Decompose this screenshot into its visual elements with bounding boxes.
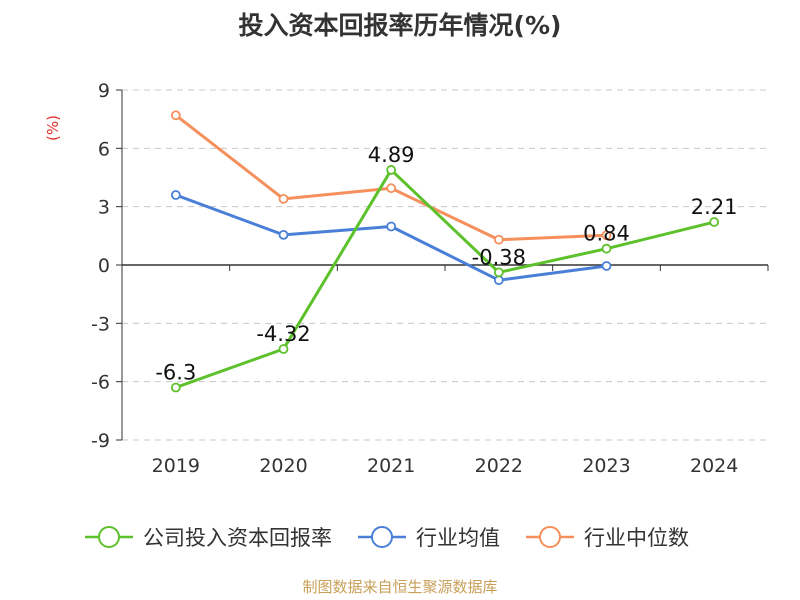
data-point — [278, 344, 289, 354]
x-tick-label: 2021 — [367, 455, 415, 477]
x-tick-label: 2019 — [152, 455, 200, 477]
data-point — [170, 190, 181, 200]
data-labels: -6.3 -4.32 4.89 -0.38 0.84 2.21 — [155, 143, 737, 385]
data-point — [278, 193, 289, 204]
data-label: 4.89 — [368, 143, 415, 167]
data-point — [386, 183, 397, 194]
legend-item[interactable]: 行业均值 — [358, 526, 500, 550]
legend-label: 行业中位数 — [584, 526, 689, 550]
grid-lines — [122, 89, 768, 441]
y-tick-label: 0 — [98, 255, 110, 277]
legend-item[interactable]: 公司投入资本回报率 — [85, 526, 332, 550]
data-point — [386, 165, 397, 175]
x-tick-label: 2023 — [582, 455, 630, 477]
y-tick-label: 3 — [98, 197, 110, 219]
data-point — [709, 217, 720, 227]
data-point — [170, 110, 181, 121]
series-layer — [170, 110, 720, 393]
data-point — [493, 267, 504, 278]
chart-source: 制图数据来自恒生聚源数据库 — [302, 578, 498, 596]
data-label: 0.84 — [583, 222, 630, 246]
legend-item[interactable]: 行业中位数 — [526, 526, 689, 550]
x-tick-label: 2020 — [259, 455, 307, 477]
legend-label: 公司投入资本回报率 — [143, 526, 332, 550]
chart-title: 投入资本回报率历年情况(%) — [238, 11, 562, 40]
data-point — [601, 261, 612, 271]
legend-swatch-marker — [539, 526, 561, 548]
y-tick-label: 6 — [98, 138, 110, 160]
x-tick-label: 2022 — [475, 455, 523, 477]
legend[interactable]: 公司投入资本回报率 行业均值 行业中位数 — [85, 526, 689, 550]
legend-swatch-marker — [98, 526, 120, 548]
series-line — [175, 168, 715, 389]
data-point — [386, 221, 397, 232]
data-point — [601, 243, 612, 254]
axes: 9 6 3 0 -3 -6 -9 2019 2020 2021 2022 2023 2024 (%) — [44, 80, 769, 477]
data-label: 2.21 — [691, 195, 738, 219]
data-label: -6.3 — [155, 361, 196, 385]
data-label: -0.38 — [472, 245, 526, 269]
y-tick-label: 9 — [98, 80, 110, 102]
data-point — [170, 382, 181, 393]
data-label: -4.32 — [256, 322, 310, 346]
data-point — [601, 230, 612, 241]
series-line — [174, 114, 607, 242]
x-tick-label: 2024 — [690, 455, 738, 477]
legend-swatch-marker — [371, 526, 393, 548]
y-tick-label: -9 — [91, 430, 110, 452]
y-axis-label: (%) — [44, 115, 62, 141]
data-point — [278, 229, 289, 240]
data-point — [493, 234, 504, 245]
legend-label: 行业均值 — [416, 526, 500, 550]
y-tick-label: -3 — [91, 313, 110, 335]
data-point — [493, 275, 504, 286]
y-tick-label: -6 — [91, 372, 110, 394]
